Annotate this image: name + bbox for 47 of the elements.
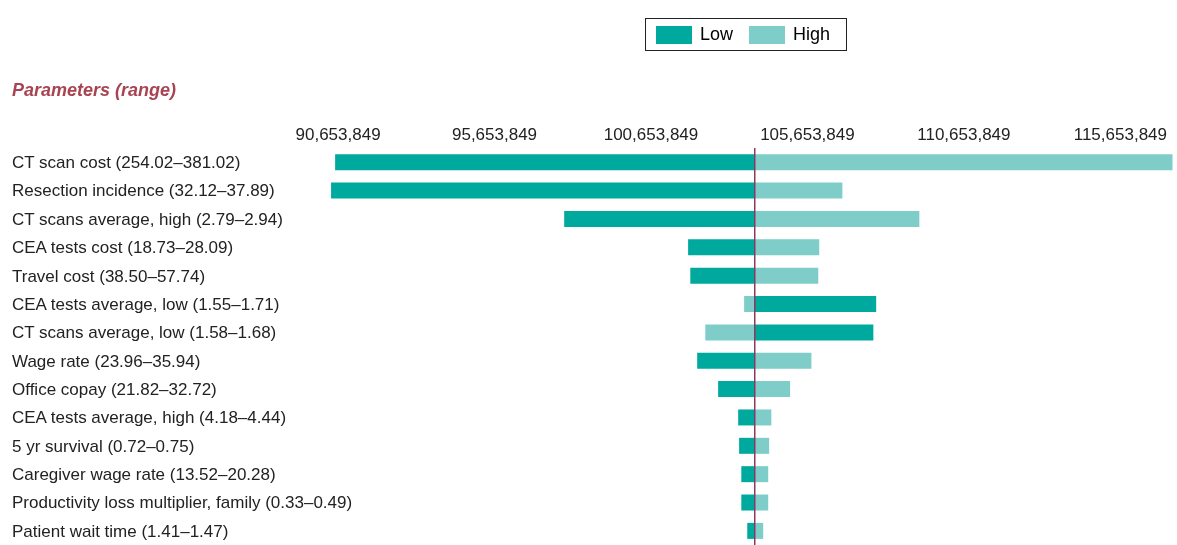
- x-tick-label: 115,653,849: [1073, 125, 1167, 144]
- x-tick-label: 100,653,849: [603, 125, 699, 144]
- x-tick-label: 90,653,849: [295, 125, 381, 144]
- y-tick-label: Caregiver wage rate (13.52–20.28): [12, 465, 276, 485]
- y-tick-label: Productivity loss multiplier, family (0.33–0.49): [12, 493, 353, 513]
- bar: [754, 296, 877, 313]
- y-tick-label: CT scans average, low (1.58–1.68): [12, 323, 277, 343]
- y-axis-title: Parameters (range): [12, 80, 177, 101]
- y-tick-label: 5 yr survival (0.72–0.75): [12, 436, 195, 456]
- y-tick-label: Travel cost (38.50–57.74): [12, 266, 206, 286]
- bar: [754, 239, 820, 256]
- x-tick-label: 95,653,849: [451, 125, 538, 144]
- bar: [739, 437, 755, 454]
- legend-label: Low: [699, 24, 734, 45]
- bar: [564, 210, 755, 227]
- x-tick-label: 110,653,849: [917, 125, 1011, 144]
- legend-label: High: [792, 24, 831, 45]
- bar: [705, 324, 755, 341]
- bar: [754, 409, 772, 426]
- y-tick-label: Office copay (21.82–32.72): [12, 379, 217, 399]
- bar: [331, 182, 755, 199]
- y-tick-label: CEA tests average, low (1.55–1.71): [12, 294, 280, 314]
- bar: [754, 210, 920, 227]
- bar: [335, 154, 755, 171]
- y-tick-label: CT scans average, high (2.79–2.94): [12, 209, 283, 229]
- bar: [754, 381, 791, 398]
- bar: [741, 494, 755, 511]
- bar: [741, 466, 755, 483]
- bar: [688, 239, 755, 256]
- bar: [754, 352, 812, 369]
- y-tick-label: Wage rate (23.96–35.94): [12, 351, 201, 371]
- y-tick-label: CT scan cost (254.02–381.02): [12, 153, 241, 173]
- bar: [754, 437, 770, 454]
- bar: [754, 182, 843, 199]
- bar: [754, 267, 819, 284]
- y-tick-label: Patient wait time (1.41–1.47): [12, 521, 229, 541]
- y-tick-label: CEA tests average, high (4.18–4.44): [12, 408, 287, 428]
- bar: [718, 381, 755, 398]
- bar: [690, 267, 755, 284]
- y-tick-label: CEA tests cost (18.73–28.09): [12, 238, 234, 258]
- x-tick-label: 105,653,849: [760, 125, 855, 144]
- bar: [738, 409, 755, 426]
- bar: [697, 352, 755, 369]
- bar: [744, 296, 755, 313]
- bar: [754, 154, 1173, 171]
- y-tick-label: Resection incidence (32.12–37.89): [12, 181, 275, 201]
- bar: [754, 324, 874, 341]
